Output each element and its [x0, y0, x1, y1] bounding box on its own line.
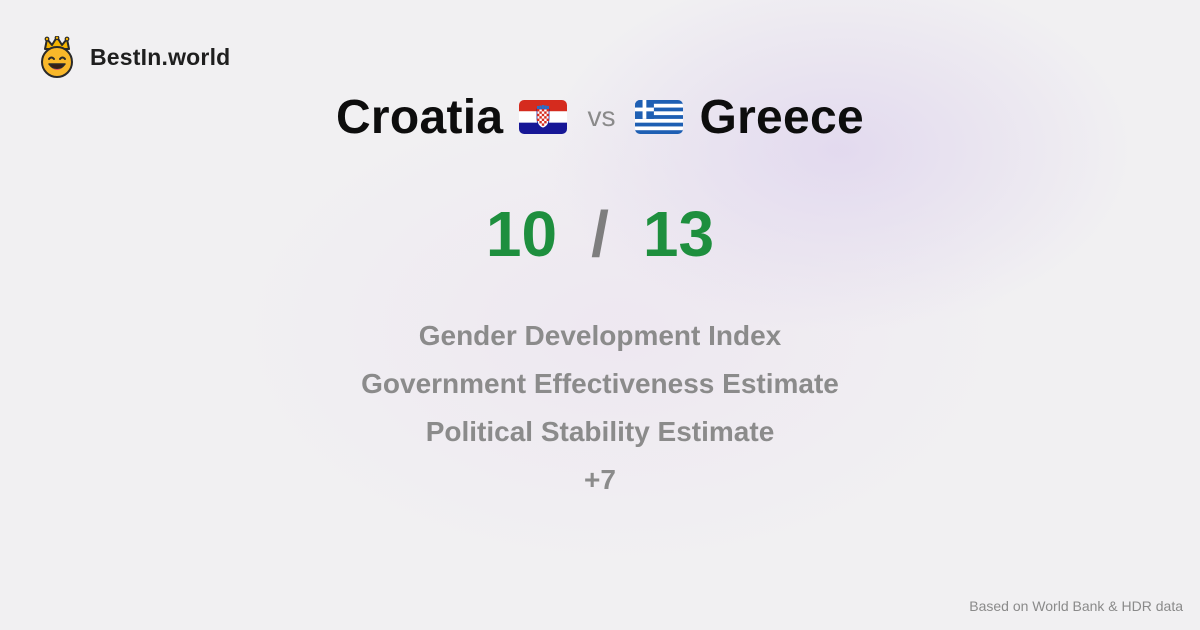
metric-item: Government Effectiveness Estimate [361, 368, 839, 399]
croatia-flag-icon [519, 100, 568, 134]
score-separator: / [591, 198, 609, 270]
right-country-name: Greece [699, 90, 865, 144]
greece-flag-icon [635, 100, 684, 134]
brand[interactable]: BestIn.world [38, 36, 230, 78]
metrics-list: Gender Development Index Government Effe… [0, 314, 1200, 506]
brand-name: BestIn.world [90, 43, 231, 70]
more-metrics-count: +7 [584, 464, 616, 495]
metric-item: Political Stability Estimate [425, 416, 775, 447]
vs-label: vs [587, 101, 616, 132]
data-source-note: Based on World Bank & HDR data [969, 598, 1183, 614]
left-score: 10 [485, 198, 558, 270]
comparison-headline: Croatia vs [0, 86, 1200, 148]
crowned-smiley-icon [41, 36, 73, 78]
right-score: 13 [642, 198, 715, 270]
score-line: 10 / 13 [0, 196, 1200, 272]
metric-item: Gender Development Index [418, 320, 782, 351]
left-country-name: Croatia [335, 90, 504, 144]
